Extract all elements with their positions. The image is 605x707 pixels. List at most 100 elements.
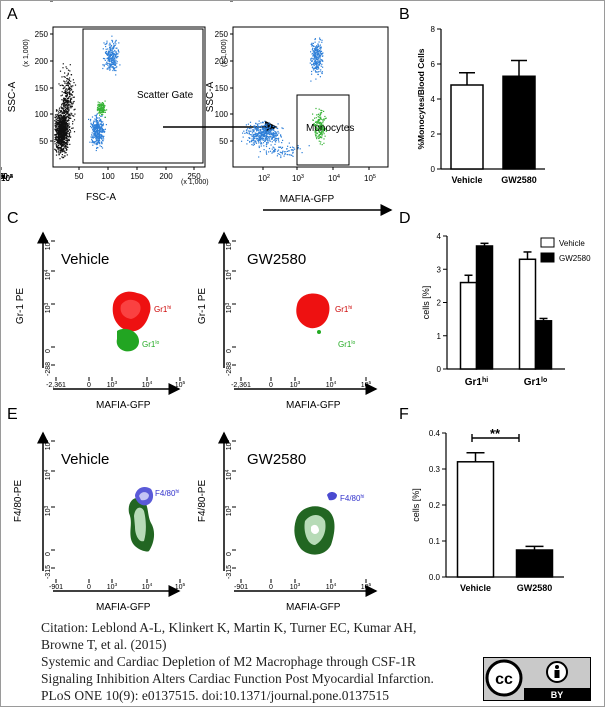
- c-xlabel: MAFIA-GFP: [96, 400, 151, 411]
- c-vehicle-gr1lo-cluster: [116, 328, 139, 352]
- a2-yticks-y-1: 200: [215, 57, 229, 66]
- chart-f-ylabel: cells [%]: [411, 488, 421, 522]
- c-ylabel: Gr-1 PE: [15, 288, 26, 324]
- a1-yticks-x-1: 100: [1, 172, 8, 181]
- chart-d-legend-swatch-1: [540, 252, 555, 263]
- a2-xticks-y-2: 150: [215, 1, 229, 3]
- e-right-ticks-x-1: 0: [269, 584, 273, 591]
- c-left-ticks-x-2: 103: [107, 380, 118, 389]
- a1-yticks-x-4: 250: [1, 172, 8, 181]
- a1-yticks-y-4: 50: [39, 137, 48, 146]
- chart-d-cat-1: Gr1lo: [524, 377, 547, 388]
- panel-letter-e: E: [7, 406, 18, 423]
- monocyte-gate-box: [296, 94, 350, 166]
- a1-ymult: (x 1,000): [23, 39, 30, 67]
- panel-letter-a: A: [7, 6, 18, 23]
- c-gw2580-gr1hi-cluster: [296, 293, 330, 329]
- monocyte-gate-label: Monocytes: [306, 123, 354, 134]
- chart-b-ytick-2: 4: [431, 95, 436, 104]
- by-text: BY: [551, 690, 564, 700]
- a1-yticks-x-3: 200: [1, 172, 8, 181]
- c-left-ticks-x-4: 105: [175, 380, 186, 389]
- e-right-ticks-y-4: -315: [226, 565, 233, 579]
- a2-xticks-y-3: 100: [215, 1, 229, 3]
- a1-yticks-y-1: 200: [35, 57, 49, 66]
- e-left-ticks-x-3: 104: [142, 582, 153, 591]
- e-right-ticks-y-3: 0: [226, 552, 233, 556]
- a1-xticks-x-2: 150: [130, 172, 144, 181]
- a1-xticks-x-0: 50: [75, 172, 84, 181]
- chart-d-legend-label-1: GW2580: [559, 254, 591, 263]
- c-left-ticks-y-0: 105: [44, 239, 52, 250]
- chart-d-ytick-3: 3: [437, 265, 442, 274]
- citation-line-4: Signaling Inhibition Alters Cardiac Func…: [41, 671, 434, 686]
- e-right-ticks-y-2: 103: [225, 505, 233, 516]
- c-left-ticks-x-1: 0: [87, 382, 91, 389]
- e-right-ticks-x-0: -901: [234, 584, 248, 591]
- a2-xticks-x-2: 104: [328, 174, 340, 183]
- flow-plot-f480-gw2580: GW2580 F4/80-PE MAFIA-GFP 105 104 103 0 -315…: [197, 431, 378, 613]
- chart-f-ytick-0: 0.0: [429, 573, 441, 582]
- chart-d-legend-label-0: Vehicle: [559, 239, 585, 248]
- c-right-ticks-x-2: 103: [290, 380, 301, 389]
- e-right-ticks-x-2: 103: [290, 582, 301, 591]
- c-right-ticks-y-0: 105: [225, 239, 233, 250]
- a2-ymult: (x 1,000): [221, 39, 228, 67]
- chart-d-bar-0-0: [459, 281, 478, 370]
- citation-line-5: PLoS ONE 10(9): e0137515. doi:10.1371/jo…: [41, 688, 389, 703]
- c-vehicle-lo-label: Gr1lo: [142, 340, 159, 349]
- a1-xticks-y-3: 100: [35, 1, 49, 3]
- a2-yticks-y-2: 150: [215, 84, 229, 93]
- scatter-gate-box: [82, 28, 204, 164]
- e-ylabel-right: F4/80-PE: [197, 480, 208, 523]
- c-left-ticks-y-1: 104: [44, 269, 52, 280]
- a1-xticks-y-1: 200: [35, 1, 49, 3]
- a1-yticks-x-2: 150: [1, 172, 8, 181]
- a1-ylabel: SSC-A: [7, 81, 18, 112]
- chart-d-ylabel: cells [%]: [421, 286, 431, 320]
- c-left-ticks-y-2: 103: [44, 302, 52, 313]
- chart-b-ytick-1: 2: [431, 130, 436, 139]
- citation-line-1: Citation: Leblond A-L, Klinkert K, Marti…: [41, 620, 417, 635]
- chart-f-ytick-2: 0.2: [429, 501, 441, 510]
- a2-yticks-x-1: 103: [1, 174, 13, 183]
- scatter-gate-label: Scatter Gate: [137, 90, 194, 101]
- a1-xticks-y-4: 50: [39, 1, 48, 3]
- chart-f-ytick-3: 0.3: [429, 465, 441, 474]
- flow-plot-f480-vehicle: Vehicle F4/80-PE MAFIA-GFP 105 104 103 0 -31…: [13, 431, 186, 613]
- c-xlabel-right: MAFIA-GFP: [286, 400, 341, 411]
- panel-letter-b: B: [399, 6, 410, 23]
- e-left-ticks-y-4: -315: [45, 565, 52, 579]
- a2-yticks-y-3: 100: [215, 110, 229, 119]
- c-left-ticks-y-4: -288: [45, 362, 52, 376]
- a1-yticks-y-2: 150: [35, 84, 49, 93]
- e-right-ticks-x-3: 104: [326, 582, 337, 591]
- a2-yticks-y-0: 250: [215, 30, 229, 39]
- a2-yticks-x-3: 105: [1, 174, 13, 183]
- e-left-ticks-x-2: 103: [107, 582, 118, 591]
- panel-letter-f: F: [399, 406, 409, 423]
- chart-b-ylabel: %Monocytes/Blood Cells: [416, 48, 426, 149]
- cc-by-license-badge[interactable]: cc BY: [483, 657, 591, 701]
- person-icon: [546, 661, 568, 683]
- chart-b-bar-1-0: [502, 75, 536, 170]
- a1-xlabel: FSC-A: [86, 192, 116, 203]
- e-right-ticks-y-1: 104: [225, 469, 233, 480]
- c-vehicle-hi-label: Gr1hi: [154, 305, 171, 314]
- chart-b-ytick-3: 6: [431, 60, 436, 69]
- a1-yticks-y-3: 100: [35, 110, 49, 119]
- e-right-ticks-x-4: 105: [361, 582, 372, 591]
- a2-xticks-y-4: 50: [219, 1, 228, 3]
- c-right-ticks-x-0: -2,361: [231, 382, 251, 389]
- a2-xticks-y-1: 200: [215, 1, 229, 3]
- a1-xticks-x-4: 250: [187, 172, 201, 181]
- panel-letter-d: D: [399, 210, 411, 227]
- a1-xticks-y-0: 250: [35, 1, 49, 3]
- citation-line-3: Systemic and Cardiac Depletion of M2 Mac…: [41, 654, 416, 669]
- chart-d-ytick-4: 4: [437, 232, 442, 241]
- e-left-ticks-x-1: 0: [87, 584, 91, 591]
- chart-f-ytick-4: 0.4: [429, 429, 441, 438]
- e-gw2580-hi-label: F4/80hi: [340, 494, 364, 503]
- flow-plot-gr1-gw2580: GW2580 Gr-1 PE MAFIA-GFP 105 104 103 0 -288 -…: [197, 231, 378, 411]
- a1-yticks-x-0: 50: [1, 172, 6, 181]
